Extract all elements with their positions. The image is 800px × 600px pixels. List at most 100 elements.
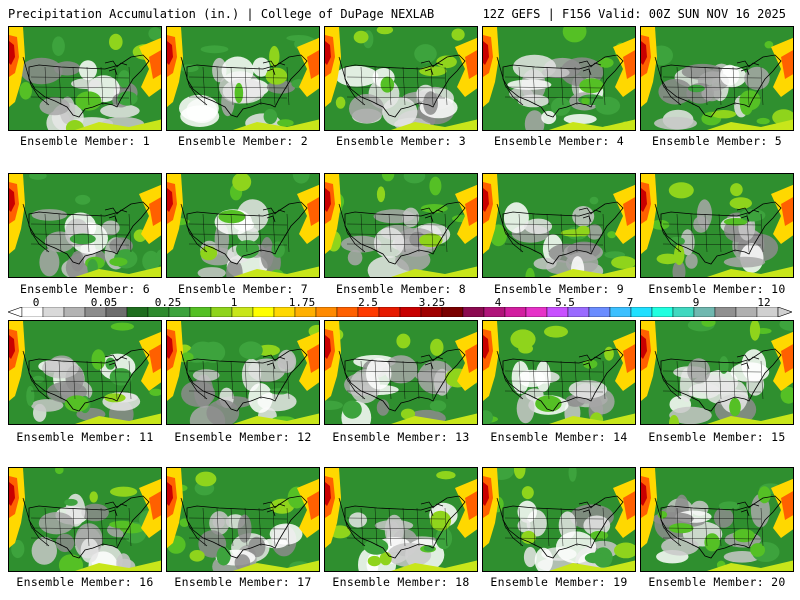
scale-arrow-right bbox=[777, 307, 792, 317]
ensemble-map-panel bbox=[482, 467, 636, 572]
scale-swatch bbox=[21, 307, 44, 317]
ensemble-map-panel bbox=[166, 467, 320, 572]
ensemble-map-panel bbox=[324, 26, 478, 131]
ensemble-map-panel bbox=[8, 173, 162, 278]
ensemble-member-label: Ensemble Member: 5 bbox=[651, 134, 783, 148]
ensemble-map-panel bbox=[8, 320, 162, 425]
ensemble-map-panel bbox=[324, 173, 478, 278]
ensemble-map-panel bbox=[482, 26, 636, 131]
scale-swatch bbox=[441, 307, 464, 317]
scale-swatch bbox=[693, 307, 716, 317]
scale-tick-label: 5.5 bbox=[555, 296, 575, 309]
ensemble-map-panel bbox=[482, 320, 636, 425]
scale-swatch bbox=[756, 307, 779, 317]
color-scale-labels: 0 0.05 0.25 1 1.75 2.5 3.25 4 5.5 7 9 12 bbox=[8, 296, 792, 309]
precip-map bbox=[167, 27, 319, 130]
scale-tick-label: 9 bbox=[692, 296, 700, 309]
scale-tick-label: 0 bbox=[32, 296, 40, 309]
scale-tick-label: 12 bbox=[757, 296, 771, 309]
ensemble-member-label: Ensemble Member: 16 bbox=[16, 575, 154, 589]
scale-swatch bbox=[525, 307, 548, 317]
ensemble-member-label: Ensemble Member: 9 bbox=[493, 282, 625, 296]
ensemble-member-label: Ensemble Member: 19 bbox=[490, 575, 628, 589]
ensemble-member-label: Ensemble Member: 12 bbox=[174, 430, 312, 444]
ensemble-member-label: Ensemble Member: 10 bbox=[648, 282, 786, 296]
precip-map bbox=[483, 174, 635, 277]
scale-swatch bbox=[588, 307, 611, 317]
scale-tick-label: 7 bbox=[626, 296, 634, 309]
ensemble-member-label: Ensemble Member: 11 bbox=[16, 430, 154, 444]
header: Precipitation Accumulation (in.) | Colle… bbox=[0, 0, 800, 26]
scale-swatch bbox=[567, 307, 590, 317]
precip-map bbox=[9, 468, 161, 571]
ensemble-member-label: Ensemble Member: 20 bbox=[648, 575, 786, 589]
precip-map bbox=[483, 27, 635, 130]
precip-map bbox=[325, 27, 477, 130]
scale-swatch bbox=[252, 307, 275, 317]
precip-map bbox=[9, 321, 161, 424]
scale-swatch bbox=[273, 307, 296, 317]
precip-map bbox=[9, 174, 161, 277]
ensemble-map-panel bbox=[8, 26, 162, 131]
ensemble-map-panel bbox=[324, 320, 478, 425]
ensemble-member-label: Ensemble Member: 1 bbox=[19, 134, 151, 148]
scale-swatch bbox=[147, 307, 170, 317]
ensemble-member-label: Ensemble Member: 6 bbox=[19, 282, 151, 296]
scale-swatch bbox=[609, 307, 632, 317]
scale-swatch bbox=[231, 307, 254, 317]
scale-swatch bbox=[189, 307, 212, 317]
ensemble-map-panel bbox=[166, 26, 320, 131]
scale-swatch bbox=[336, 307, 359, 317]
scale-swatch bbox=[294, 307, 317, 317]
ensemble-member-label: Ensemble Member: 3 bbox=[335, 134, 467, 148]
ensemble-map-panel bbox=[166, 320, 320, 425]
scale-swatch bbox=[63, 307, 86, 317]
scale-swatch bbox=[483, 307, 506, 317]
scale-swatch bbox=[630, 307, 653, 317]
scale-swatch bbox=[651, 307, 674, 317]
ensemble-member-label: Ensemble Member: 4 bbox=[493, 134, 625, 148]
ensemble-map-panel bbox=[640, 173, 794, 278]
scale-tick-label: 1 bbox=[230, 296, 238, 309]
ensemble-map-panel bbox=[482, 173, 636, 278]
precip-map bbox=[325, 174, 477, 277]
scale-tick-label: 0.25 bbox=[154, 296, 182, 309]
scale-swatch bbox=[399, 307, 422, 317]
ensemble-member-label: Ensemble Member: 13 bbox=[332, 430, 470, 444]
ensemble-map-panel bbox=[8, 467, 162, 572]
precip-map bbox=[641, 27, 793, 130]
precip-map bbox=[167, 321, 319, 424]
precip-map bbox=[641, 321, 793, 424]
precip-map bbox=[325, 468, 477, 571]
scale-tick-label: 3.25 bbox=[418, 296, 446, 309]
color-scale-bar bbox=[8, 307, 792, 317]
scale-swatch bbox=[126, 307, 149, 317]
scale-swatch bbox=[672, 307, 695, 317]
ensemble-member-label: Ensemble Member: 14 bbox=[490, 430, 628, 444]
scale-swatch bbox=[84, 307, 107, 317]
scale-swatch bbox=[546, 307, 569, 317]
color-scale: 0 0.05 0.25 1 1.75 2.5 3.25 4 5.5 7 9 12 bbox=[8, 296, 792, 318]
ensemble-member-label: Ensemble Member: 8 bbox=[335, 282, 467, 296]
ensemble-member-label: Ensemble Member: 15 bbox=[648, 430, 786, 444]
scale-swatch bbox=[105, 307, 128, 317]
ensemble-member-label: Ensemble Member: 17 bbox=[174, 575, 312, 589]
scale-swatch bbox=[420, 307, 443, 317]
ensemble-map-panel bbox=[640, 26, 794, 131]
precip-map bbox=[325, 321, 477, 424]
precip-map bbox=[483, 321, 635, 424]
page-title: Precipitation Accumulation (in.) | Colle… bbox=[8, 7, 435, 21]
precip-map bbox=[9, 27, 161, 130]
scale-swatch bbox=[357, 307, 380, 317]
scale-swatch bbox=[315, 307, 338, 317]
precip-map bbox=[483, 468, 635, 571]
ensemble-member-label: Ensemble Member: 18 bbox=[332, 575, 470, 589]
scale-swatch bbox=[42, 307, 65, 317]
scale-arrow-left bbox=[8, 307, 23, 317]
ensemble-member-label: Ensemble Member: 7 bbox=[177, 282, 309, 296]
scale-tick-label: 0.05 bbox=[90, 296, 118, 309]
scale-tick-label: 4 bbox=[494, 296, 502, 309]
ensemble-map-panel bbox=[324, 467, 478, 572]
scale-swatch bbox=[714, 307, 737, 317]
scale-swatch bbox=[168, 307, 191, 317]
